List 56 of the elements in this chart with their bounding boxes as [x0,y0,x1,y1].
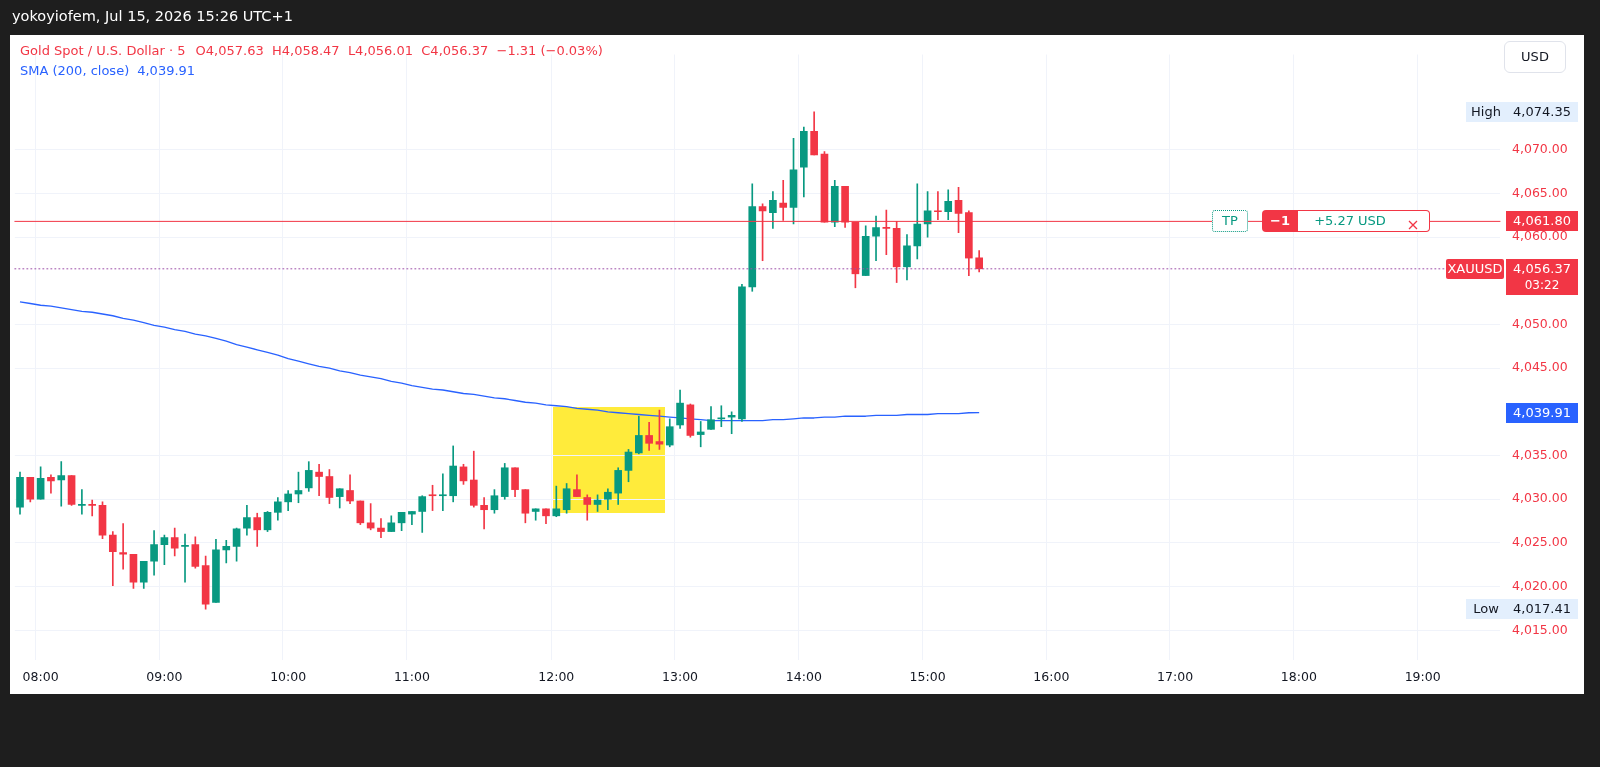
text: 4,017.41 [1506,599,1578,620]
candlestick [439,473,447,511]
candlestick [480,497,488,530]
ref-line-label: 4,061.80 [1506,211,1578,232]
ref-line-label: 4,056.37 [1506,258,1578,279]
order-box: +5.27 USD [1298,210,1430,233]
chart-subtitle: O4,057.63 H4,058.47 L4,056.01 C4,056.37 −1.31 (−0.03%) [195,43,603,58]
y-tick-label: 4,025.00 [1512,534,1568,550]
text: USD [1504,41,1566,73]
text: 4,074.35 [1506,101,1578,122]
x-tick-label: 15:00 [909,668,946,684]
text: SMA (200, close) [20,63,130,78]
text: yokoyiofem, Jul 15, 2026 15:26 UTC+1 [12,8,293,24]
x-tick-label: 08:00 [22,668,59,684]
x-tick-label: 09:00 [146,668,183,684]
candlestick [57,461,66,507]
annotation: +5.27 USD [1313,212,1387,231]
x-tick-label: 14:00 [785,668,822,684]
candlestick [552,485,561,518]
y-tick-label: 4,015.00 [1512,621,1568,637]
y-tick-label: 4,020.00 [1512,577,1568,593]
annotation: 4,039.91 [137,63,196,78]
candlestick [47,474,55,494]
x-tick-label: 18:00 [1280,668,1317,684]
x-tick-label: 13:00 [662,668,699,684]
candlestick [181,533,189,583]
y-tick-label: 4,045.00 [1512,359,1568,375]
candlestick [88,499,97,517]
annotation: XAUUSD [1446,258,1504,279]
annotation: High [1466,101,1506,122]
text: 4,039.91 [1506,402,1578,423]
y-tick-label: 4,035.00 [1512,446,1568,462]
candlestick [78,489,86,515]
candlestick [531,508,540,521]
x-tick-label: 12:00 [538,668,575,684]
candlestick [222,539,231,564]
x-tick-label: 19:00 [1404,668,1441,684]
annotation: −1 [1262,210,1298,233]
candlestick [408,511,416,525]
y-tick-label: 4,065.00 [1512,184,1568,200]
chart-title: Gold Spot / U.S. Dollar · 5 [20,43,186,58]
candlestick [696,421,705,448]
x-tick-label: 16:00 [1033,668,1070,684]
y-tick-label: 4,050.00 [1512,315,1568,331]
annotation: Low [1466,599,1506,620]
text: 03:22 [1506,276,1578,295]
y-tick-label: 4,070.00 [1512,140,1568,156]
candlestick [119,523,127,570]
candlestick [377,518,385,539]
candlestick [872,215,880,262]
candlestick [315,463,323,497]
x-tick-label: 11:00 [393,668,430,684]
x-tick-label: 10:00 [270,668,307,684]
x-tick-label: 17:00 [1157,668,1194,684]
annotation: TP [1212,210,1248,233]
y-tick-label: 4,030.00 [1512,490,1568,506]
